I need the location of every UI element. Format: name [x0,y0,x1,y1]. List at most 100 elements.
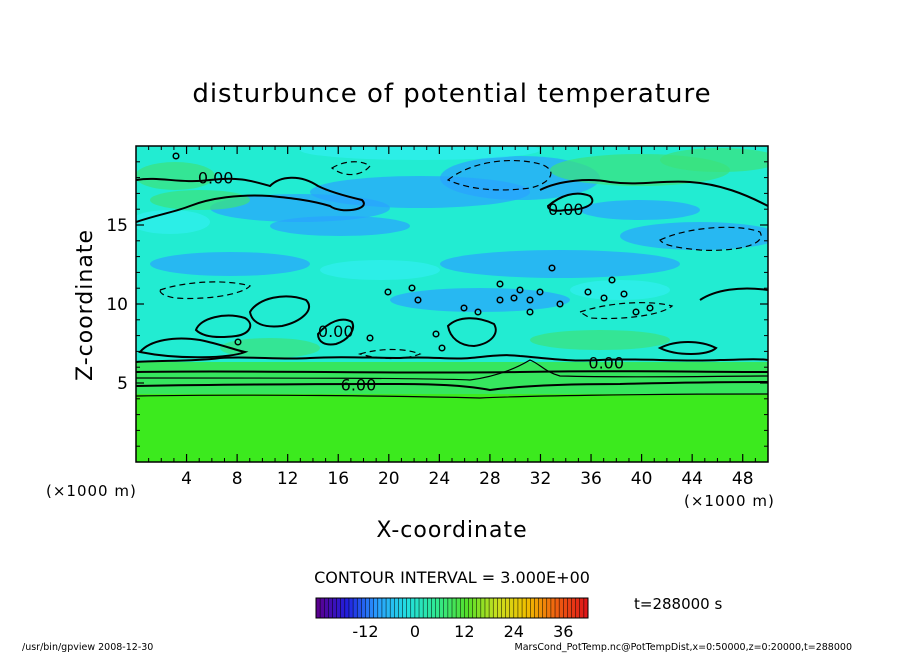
contour-line [136,176,365,223]
x-axis-unit-left: (×1000 m) [46,482,137,500]
colorbar-cell [381,598,387,618]
contour-speck [632,308,640,316]
contour-label: 6.00 [341,376,377,395]
colorbar-cell [410,598,416,618]
colorbar-cell [493,598,498,618]
field-patch [136,210,210,234]
contour-speck [496,296,504,304]
colorbar-cell [530,598,535,618]
colorbar-cell [402,598,407,618]
colorbar-tick-label: 24 [504,622,524,641]
colorbar-cell [320,598,325,618]
contour-label: 0.00 [198,169,234,188]
colorbar-cell [480,598,486,618]
colorbar-cell [513,598,519,618]
dashed-contour [446,159,552,191]
contour-line [248,295,310,328]
colorbar-cell [555,598,560,618]
x-axis-label: X-coordinate [376,518,527,543]
contour-lines [136,176,768,399]
contour-line [539,179,768,207]
colorbar-cell [336,598,342,618]
colorbar-cell [386,598,391,618]
colorbar-cell [571,598,576,618]
colorbar-tick-label: 0 [410,622,420,641]
contour-speck [584,288,592,296]
contour-line [194,314,252,339]
contour-speck [234,338,242,346]
contour-speck [646,304,654,312]
contour-speck [460,304,468,312]
field-patch [150,190,250,210]
contour-label: 0.00 [318,322,354,341]
colorbar-cell [550,598,556,618]
footer-right: MarsCond_PotTemp.nc@PotTempDist,x=0:5000… [515,642,852,653]
colorbar-cell [394,598,399,618]
x-tick-label: 40 [631,469,653,489]
x-tick-label: 28 [479,469,501,489]
contour-speck [516,286,524,294]
colorbar-cell [476,598,482,618]
contour-line [657,341,718,355]
dashed-contour [578,302,674,320]
contour-interval-label: CONTOUR INTERVAL = 3.000E+00 [314,568,590,587]
colorbar-cell [361,598,366,618]
colorbar-cell [559,598,564,618]
contour-speck [432,330,440,338]
colorbar-cell [546,598,552,618]
dashed-contour [659,226,762,251]
colorbar-cell [427,598,432,618]
colorbar-cell [484,598,490,618]
colorbar-cell [452,598,457,618]
colorbar-cell [365,598,370,618]
y-axis-label: Z-coordinate [73,229,98,381]
time-label: t=288000 s [634,595,722,613]
contour-line [136,393,768,399]
x-tick-label: 12 [277,469,299,489]
field-patch [300,146,540,160]
contour-speck [496,280,504,288]
colorbar-cell [563,598,568,618]
contour-speck [600,294,608,302]
contour-speck [548,264,556,272]
contour-speck [510,294,518,302]
colorbar-cell [369,598,374,618]
contour-speck [608,276,616,284]
contour-speck [620,290,628,298]
contour-speck [556,300,564,308]
field-patch [136,162,215,190]
contour-line [138,337,249,359]
contour-specks [172,152,654,352]
colorbar-cell [419,598,424,618]
contour-speck [474,308,482,316]
contour-speck [408,284,416,292]
colorbar-cell [348,598,354,618]
colorbar-cell [373,598,379,618]
colorbar-cell [501,598,506,618]
colorbar-cell [517,598,523,618]
colorbar-cell [567,598,572,618]
contour-line [699,287,768,301]
colorbar-cell [332,598,337,618]
contour-labels: 0.00 0.00 0.00 6.00 0.00 [198,169,624,395]
x-tick-label: 16 [327,469,349,489]
field-patch [210,194,390,222]
dashed-contour [357,348,422,360]
field-patch [150,252,310,276]
colorbar-cell [447,598,453,618]
contour-speck [438,344,446,352]
colorbar-cell [468,598,473,618]
colorbar-cell [472,598,478,618]
contour-speck [414,296,422,304]
colorbar-tick-label: 36 [553,622,573,641]
colorbar-cell [443,598,449,618]
colorbar-cell [414,598,420,618]
colorbar-cell [340,598,346,618]
colorbar-cell [439,598,445,618]
colorbar-ticks: -12 0 12 24 36 [352,622,573,641]
colorbar-cell [522,598,527,618]
y-tick-label: 15 [106,216,128,236]
colorbar-cell [542,598,548,618]
colorbar [315,598,589,618]
chart-title: disturbunce of potential temperature [192,79,711,109]
